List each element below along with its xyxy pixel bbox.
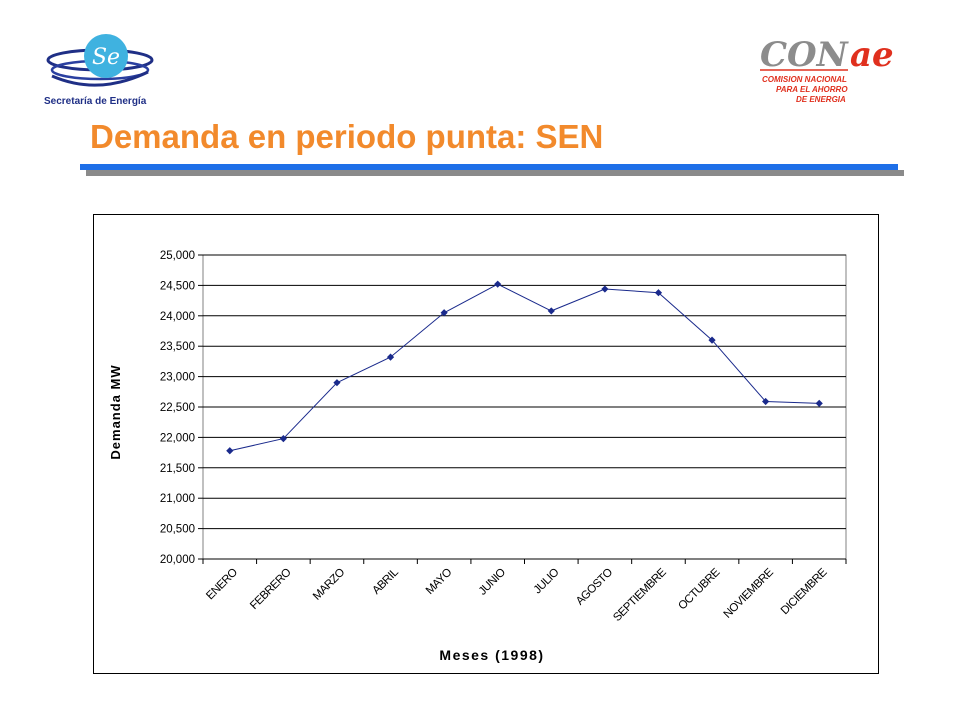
- x-tick-label: SEPTIEMBRE: [611, 566, 669, 624]
- y-tick-label: 23,000: [160, 372, 195, 384]
- x-tick-label: JUNIO: [477, 566, 509, 598]
- page-title: Demanda en periodo punta: SEN: [90, 118, 604, 155]
- x-tick-label: ENERO: [204, 566, 240, 602]
- y-tick-label: 23,500: [160, 341, 195, 353]
- logo-mark-text: Se: [92, 45, 120, 70]
- y-tick-label: 20,000: [160, 554, 195, 566]
- title-rule-shadow: [86, 170, 904, 176]
- x-tick-label: ABRIL: [370, 566, 401, 597]
- y-tick-label: 24,500: [160, 280, 195, 292]
- data-point: [333, 379, 341, 387]
- y-tick-label: 24,000: [160, 311, 195, 323]
- data-point: [762, 397, 770, 406]
- x-tick-label: MAYO: [424, 566, 455, 597]
- conae-wordmark: CON: [760, 35, 850, 75]
- conae-line1: COMISION NACIONAL: [762, 75, 847, 84]
- series-layer: [226, 280, 823, 455]
- x-tick-label: AGOSTO: [574, 566, 615, 607]
- conae-logo: CON ae COMISION NACIONAL PARA EL AHORRO …: [760, 35, 894, 104]
- x-tick-label: OCTUBRE: [676, 566, 722, 612]
- conae-wordmark-ae: ae: [850, 35, 894, 75]
- y-tick-label: 22,000: [160, 432, 195, 444]
- chart-frame: [93, 214, 879, 674]
- y-tick-label: 22,500: [160, 402, 195, 414]
- data-point: [440, 309, 448, 317]
- y-axis-label: Demanda MW: [108, 364, 123, 459]
- data-point: [226, 447, 234, 455]
- data-point: [547, 307, 555, 315]
- x-tick-label: JULIO: [532, 566, 562, 596]
- x-tick-label: MARZO: [311, 566, 347, 602]
- x-tick-label: NOVIEMBRE: [722, 566, 777, 621]
- x-axis-label: Meses (1998): [439, 647, 544, 663]
- grid-layer: [202, 254, 847, 560]
- demand-line-chart: 20,000 20,500 21,000 21,500 22,000 22,500 23,0…: [108, 250, 847, 663]
- title-rule: [80, 164, 898, 170]
- y-tick-label: 25,000: [160, 250, 195, 262]
- y-tick-label: 21,500: [160, 463, 195, 475]
- secretaria-caption: Secretaría de Energía: [44, 96, 147, 107]
- data-point: [494, 280, 502, 288]
- conae-line3: DE ENERGIA: [796, 95, 846, 104]
- x-tick-label: FEBRERO: [248, 566, 294, 612]
- data-point: [708, 336, 716, 344]
- data-point: [279, 435, 287, 443]
- secretaria-energia-logo: Se: [46, 34, 154, 87]
- data-point: [601, 285, 609, 293]
- y-tick-label: 20,500: [160, 524, 195, 536]
- x-tick-label: DICIEMBRE: [779, 566, 830, 617]
- series-line: [229, 283, 820, 452]
- conae-line2: PARA EL AHORRO: [776, 85, 848, 94]
- y-tick-label: 21,000: [160, 493, 195, 505]
- data-point: [815, 399, 823, 407]
